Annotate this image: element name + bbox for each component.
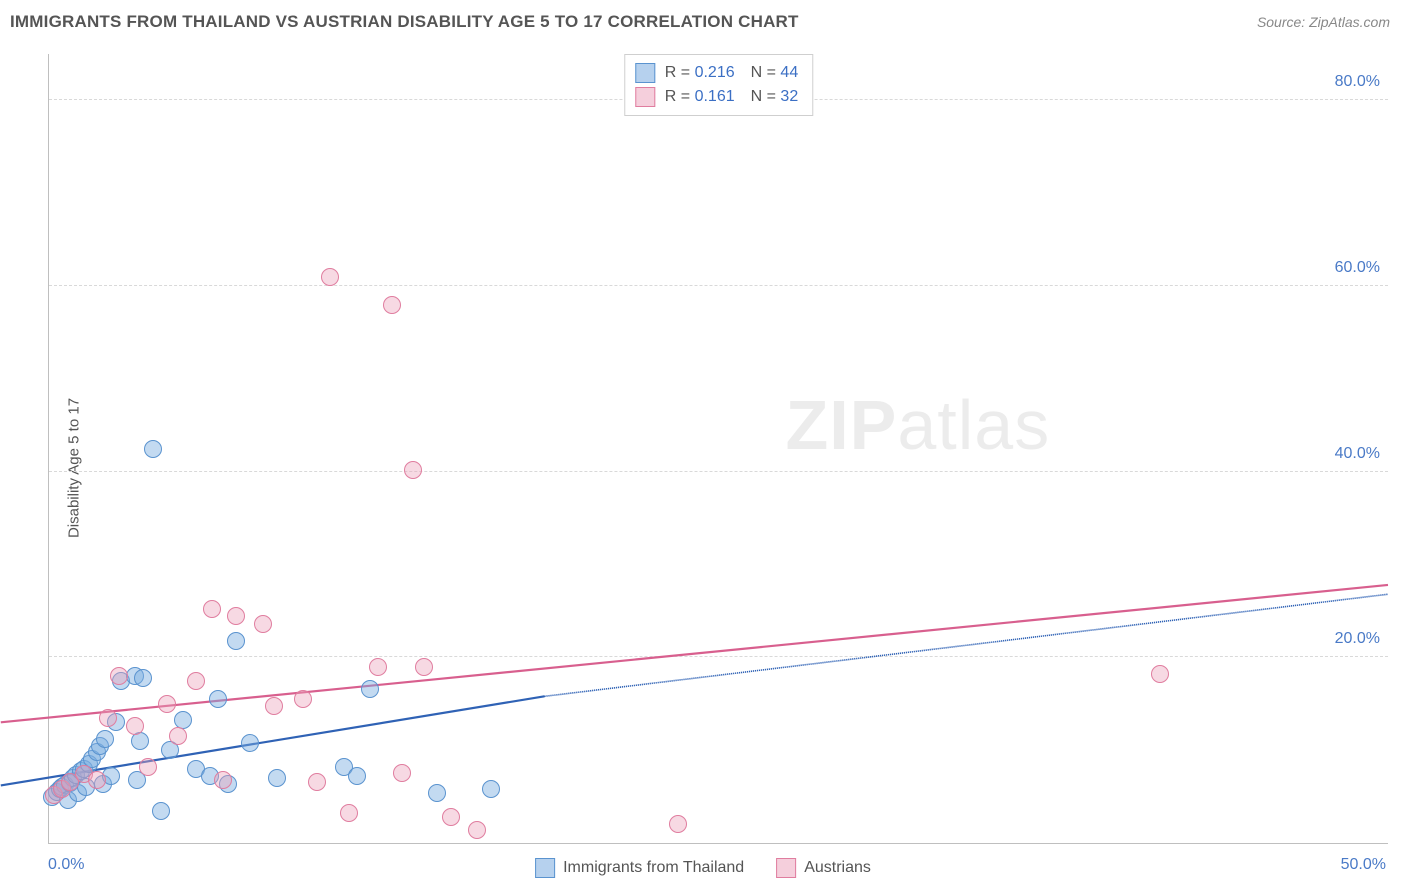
data-point [393, 764, 411, 782]
data-point [227, 632, 245, 650]
y-tick-label: 40.0% [1335, 445, 1380, 463]
y-tick-label: 80.0% [1335, 73, 1380, 91]
legend-bottom: Immigrants from Thailand Austrians [535, 858, 871, 878]
legend-swatch [635, 87, 655, 107]
data-point [383, 296, 401, 314]
data-point [308, 773, 326, 791]
data-point [348, 767, 366, 785]
y-tick-label: 60.0% [1335, 259, 1380, 277]
data-point [169, 727, 187, 745]
x-tick-max: 50.0% [1341, 856, 1386, 874]
data-point [144, 440, 162, 458]
legend-top-row: R = 0.216 N = 44 [635, 61, 798, 85]
data-point [369, 658, 387, 676]
data-point [442, 808, 460, 826]
data-point [669, 815, 687, 833]
gridline-h [49, 656, 1388, 657]
data-point [340, 804, 358, 822]
data-point [404, 461, 422, 479]
chart-source: Source: ZipAtlas.com [1257, 14, 1390, 30]
legend-bottom-label-1: Austrians [804, 859, 871, 877]
chart-title: IMMIGRANTS FROM THAILAND VS AUSTRIAN DIS… [10, 12, 799, 32]
data-point [203, 600, 221, 618]
plot-area: 20.0% 40.0% 60.0% 80.0% ZIPatlas R = 0.216 N =… [48, 54, 1388, 844]
trend-lines [49, 54, 1388, 843]
gridline-h [49, 285, 1388, 286]
legend-top: R = 0.216 N = 44 R = 0.161 N = 32 [624, 54, 813, 116]
legend-bottom-label-0: Immigrants from Thailand [563, 859, 744, 877]
legend-bottom-item-1: Austrians [776, 858, 871, 878]
y-tick-label: 20.0% [1335, 630, 1380, 648]
legend-swatch [635, 63, 655, 83]
data-point [88, 771, 106, 789]
legend-n-label: N = 44 [751, 61, 799, 85]
gridline-h [49, 471, 1388, 472]
watermark: ZIPatlas [785, 385, 1050, 465]
data-point [152, 802, 170, 820]
data-point [96, 730, 114, 748]
data-point [241, 734, 259, 752]
data-point [428, 784, 446, 802]
data-point [268, 769, 286, 787]
data-point [214, 771, 232, 789]
data-point [294, 690, 312, 708]
plot-container: Disability Age 5 to 17 20.0%40.0%60.0%80… [0, 44, 1406, 892]
legend-r-label: R = 0.161 [665, 85, 735, 109]
legend-bottom-item-0: Immigrants from Thailand [535, 858, 744, 878]
data-point [139, 758, 157, 776]
data-point [126, 717, 144, 735]
legend-swatch-pink [776, 858, 796, 878]
x-tick-min: 0.0% [48, 856, 84, 874]
data-point [158, 695, 176, 713]
legend-r-label: R = 0.216 [665, 61, 735, 85]
data-point [321, 268, 339, 286]
data-point [415, 658, 433, 676]
legend-n-label: N = 32 [751, 85, 799, 109]
data-point [482, 780, 500, 798]
data-point [227, 607, 245, 625]
data-point [468, 821, 486, 839]
data-point [254, 615, 272, 633]
legend-top-row: R = 0.161 N = 32 [635, 85, 798, 109]
data-point [187, 672, 205, 690]
data-point [134, 669, 152, 687]
data-point [265, 697, 283, 715]
chart-header: IMMIGRANTS FROM THAILAND VS AUSTRIAN DIS… [0, 0, 1406, 44]
legend-swatch-blue [535, 858, 555, 878]
data-point [1151, 665, 1169, 683]
data-point [99, 709, 117, 727]
data-point [209, 690, 227, 708]
data-point [361, 680, 379, 698]
data-point [110, 667, 128, 685]
